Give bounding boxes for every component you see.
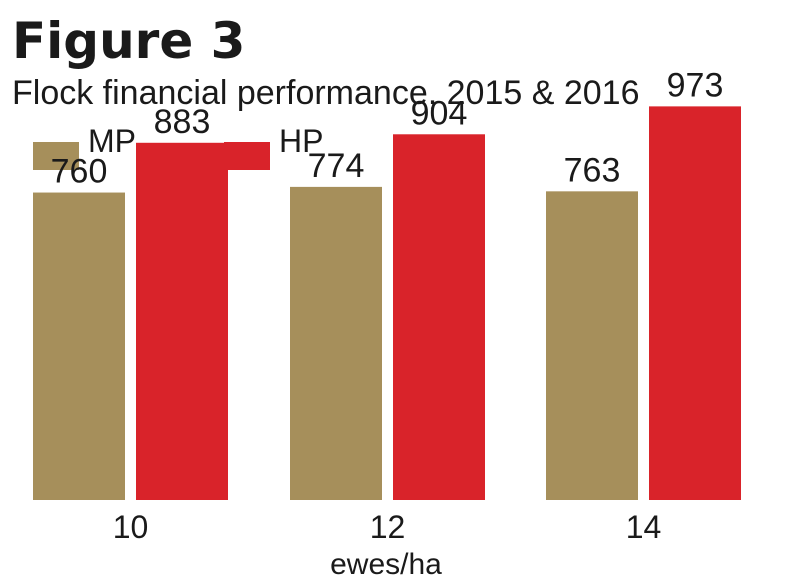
legend-label-hp: HP [279,123,323,159]
bar-hp-14 [649,106,741,501]
bar-mp-14 [546,191,638,500]
value-labels-group: 760 883 774 904 763 973 [51,66,724,190]
bar-mp-10 [33,192,125,500]
x-tick-labels-group: 10 12 14 [113,509,662,545]
bars-group [33,106,741,501]
value-label-mp-12: 774 [308,147,365,185]
legend: MP HP [33,123,323,170]
legend-swatch-hp [224,142,270,170]
legend-swatch-mp [33,142,79,170]
value-label-mp-14: 763 [564,151,621,189]
figure-label: Figure 3 [12,12,245,70]
x-tick-label-12: 12 [370,509,406,545]
x-axis-label: ewes/ha [330,548,442,581]
chart-title: Flock financial performance, 2015 & 2016 [12,74,639,112]
legend-label-mp: MP [88,123,136,159]
value-label-hp-14: 973 [667,66,724,104]
value-label-mp-10: 760 [51,153,108,191]
bar-hp-12 [393,134,485,501]
x-tick-label-10: 10 [113,509,149,545]
value-label-hp-12: 904 [411,94,468,132]
bar-hp-10 [136,142,228,500]
bar-mp-12 [290,186,382,500]
value-label-hp-10: 883 [154,103,211,141]
x-tick-label-14: 14 [626,509,662,545]
